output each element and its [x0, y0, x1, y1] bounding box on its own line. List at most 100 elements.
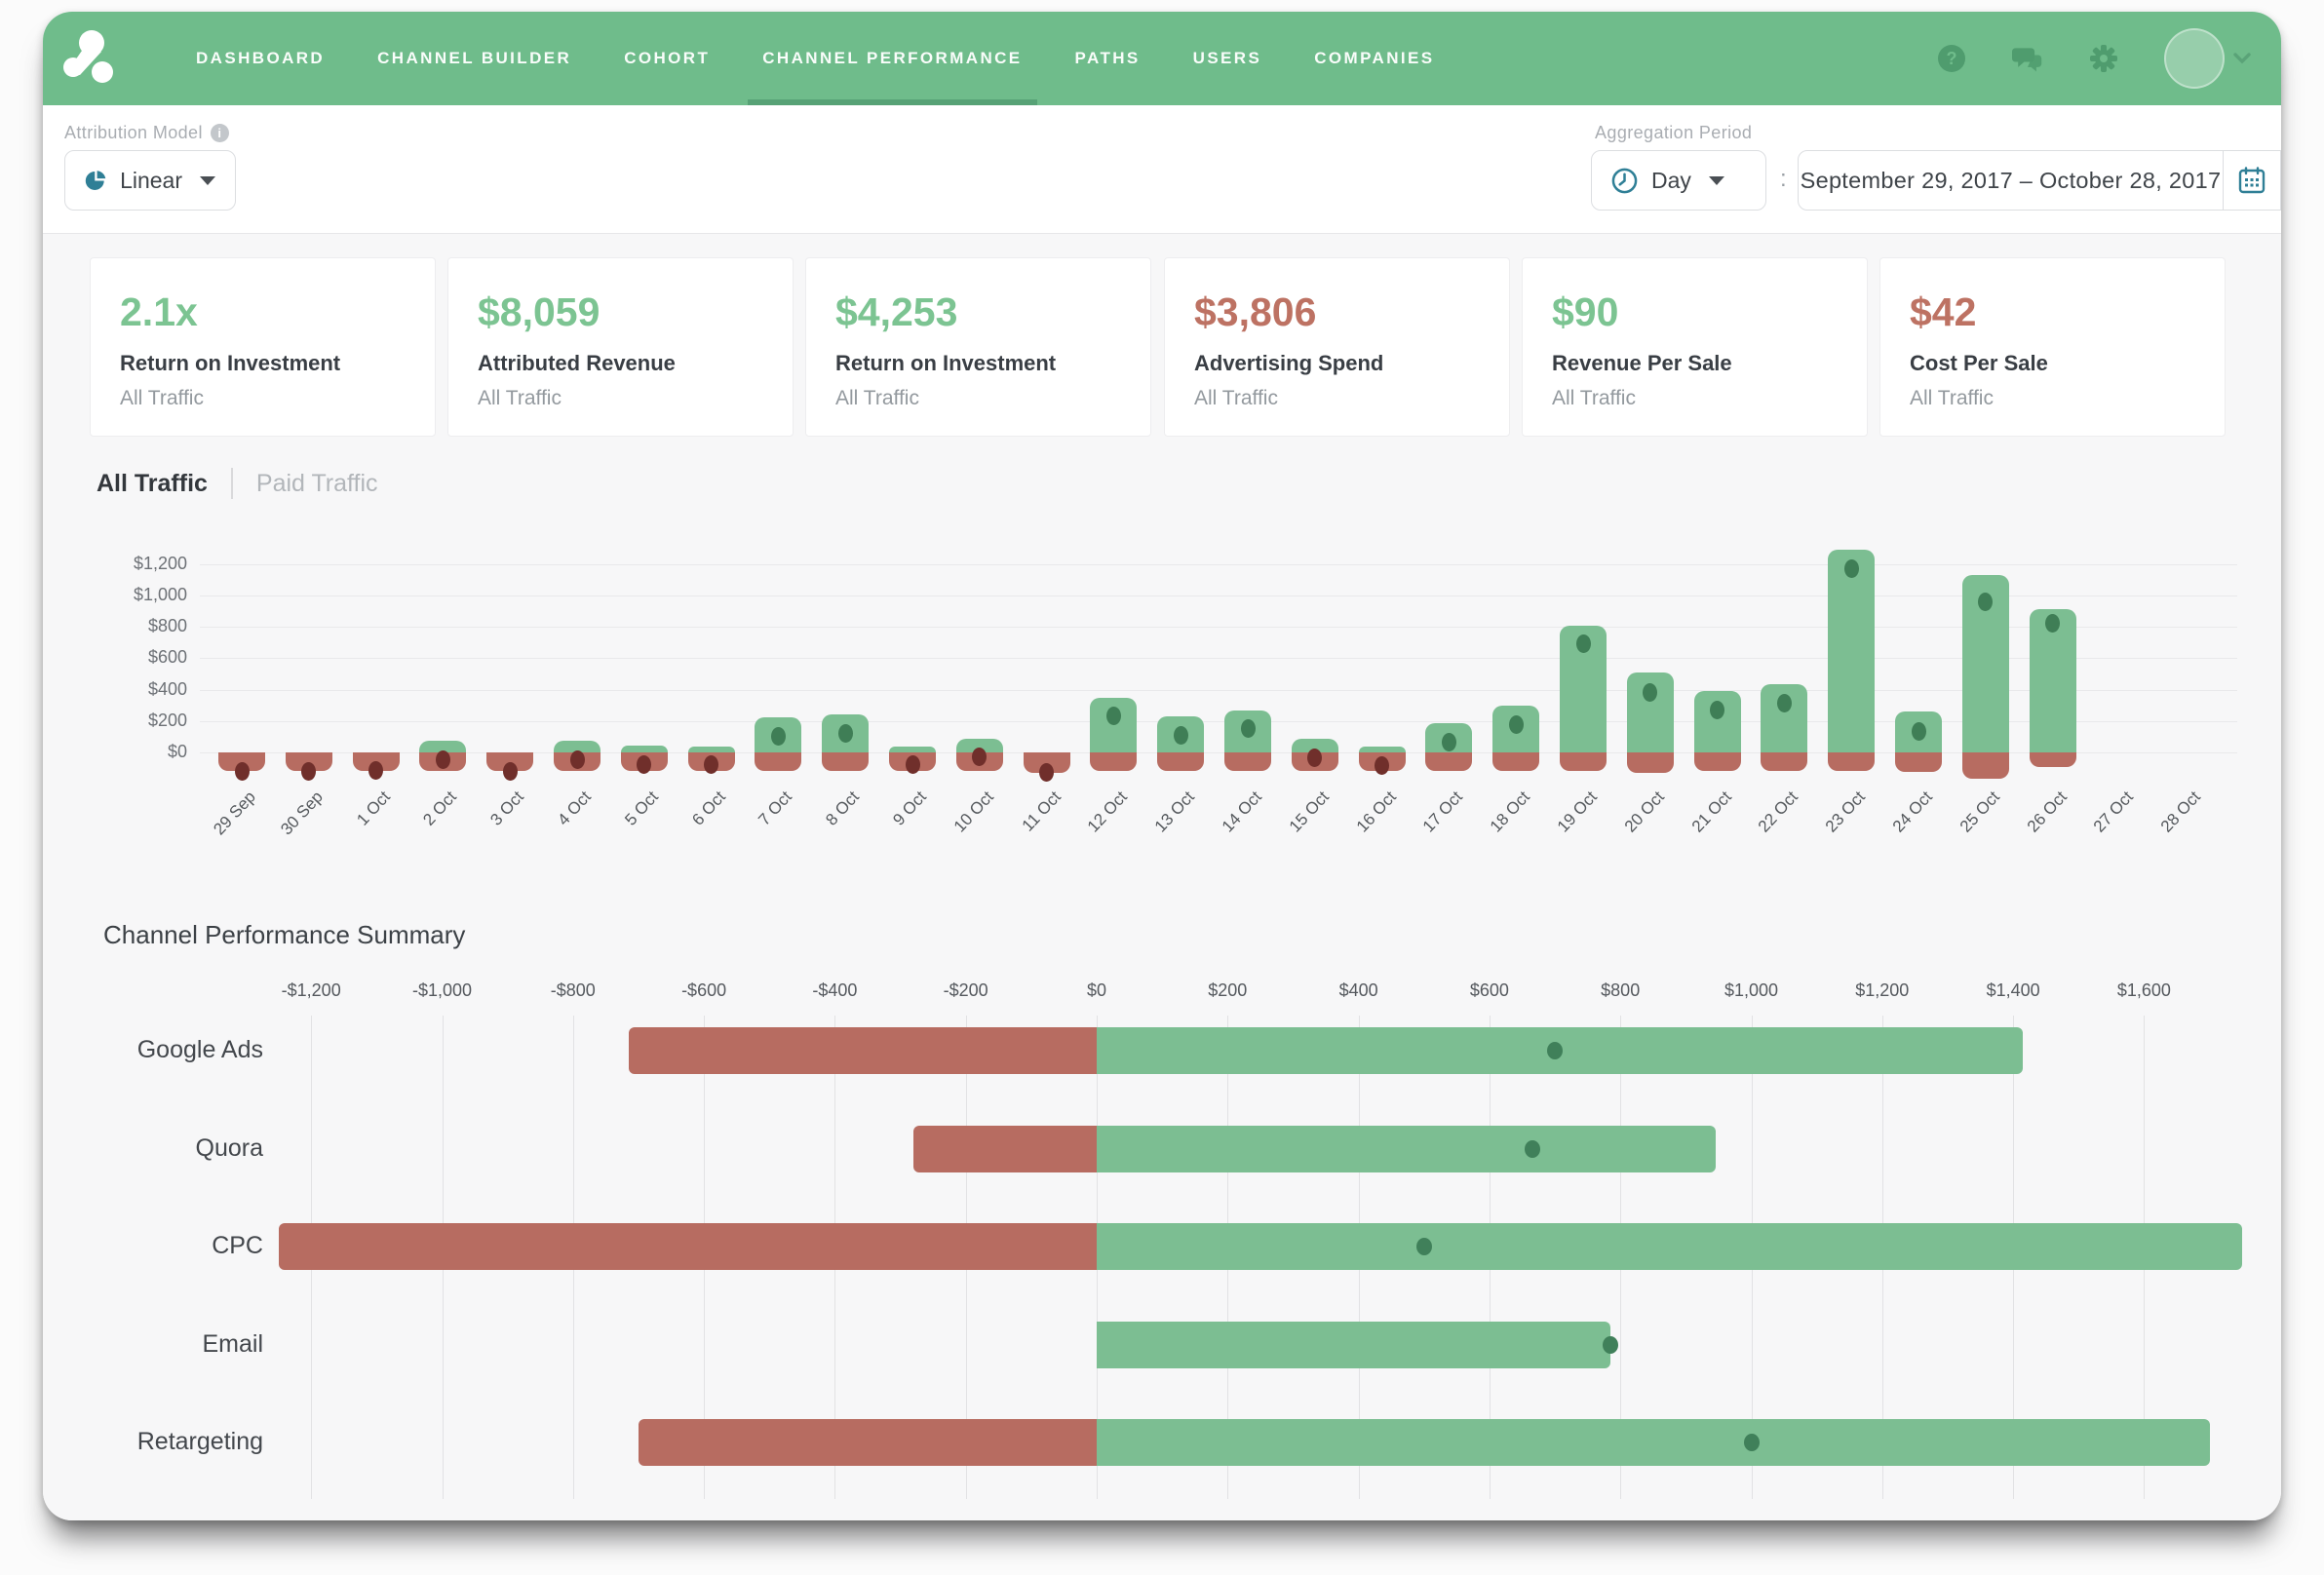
- profit-dot[interactable]: [905, 755, 920, 775]
- daily-bar-revenue[interactable]: [419, 740, 467, 752]
- profit-dot[interactable]: [1743, 1434, 1760, 1452]
- profit-dot[interactable]: [435, 749, 450, 769]
- daily-bar-spend[interactable]: [1560, 752, 1607, 772]
- profit-dot[interactable]: [301, 761, 317, 781]
- x-axis-date-label: 29 Sep: [210, 788, 259, 839]
- daily-bar-spend[interactable]: [1761, 752, 1808, 772]
- summary-bar-revenue[interactable]: [1097, 1125, 1716, 1172]
- profit-dot[interactable]: [1547, 1042, 1564, 1059]
- profit-dot[interactable]: [1710, 701, 1725, 720]
- daily-bar-revenue[interactable]: [2029, 608, 2076, 752]
- daily-bar-spend[interactable]: [1023, 752, 1070, 773]
- daily-bar-revenue[interactable]: [889, 746, 936, 752]
- profit-dot[interactable]: [972, 748, 988, 767]
- settings-gear-icon[interactable]: [2088, 43, 2119, 74]
- calendar-button[interactable]: [2223, 151, 2280, 210]
- attribution-logo-icon[interactable]: [58, 26, 123, 91]
- summary-bar-spend[interactable]: [278, 1223, 1097, 1271]
- daily-bar-spend[interactable]: [1157, 752, 1205, 772]
- profit-dot[interactable]: [1441, 733, 1456, 752]
- content-area: 2.1x Return on Investment All Traffic $8,05…: [43, 234, 2281, 1520]
- profit-dot[interactable]: [837, 724, 853, 744]
- daily-bar-spend[interactable]: [486, 752, 534, 772]
- profit-dot[interactable]: [1508, 714, 1524, 734]
- profit-dot[interactable]: [569, 749, 585, 769]
- profit-dot[interactable]: [1240, 719, 1256, 739]
- profit-dot[interactable]: [1776, 693, 1792, 712]
- profit-dot[interactable]: [2045, 614, 2061, 634]
- daily-bar-spend[interactable]: [1626, 752, 1674, 773]
- daily-bar-revenue[interactable]: [1358, 747, 1406, 752]
- x-axis-date-label: 14 Oct: [1218, 788, 1265, 836]
- summary-bar-revenue[interactable]: [1097, 1223, 2243, 1271]
- daily-bar-spend[interactable]: [1828, 752, 1876, 772]
- daily-bar-spend[interactable]: [1425, 752, 1473, 772]
- attribution-model-select[interactable]: Linear: [64, 150, 236, 211]
- nav-tab-companies[interactable]: COMPANIES: [1314, 49, 1435, 67]
- profit-dot[interactable]: [1643, 683, 1658, 703]
- traffic-tab-all-traffic[interactable]: All Traffic: [97, 469, 208, 497]
- daily-bar-spend[interactable]: [285, 752, 332, 772]
- nav-tab-channel-builder[interactable]: CHANNEL BUILDER: [377, 49, 572, 67]
- profit-dot[interactable]: [502, 761, 518, 781]
- daily-bar-spend[interactable]: [1090, 752, 1138, 772]
- profit-dot[interactable]: [637, 754, 652, 774]
- profit-dot[interactable]: [1911, 721, 1926, 741]
- profit-dot[interactable]: [1375, 756, 1390, 776]
- nav-tab-channel-performance[interactable]: CHANNEL PERFORMANCE: [736, 12, 1048, 105]
- daily-bar-spend[interactable]: [1961, 752, 2009, 780]
- profit-dot[interactable]: [1039, 763, 1055, 783]
- gridline: [200, 720, 2237, 722]
- daily-bar-revenue[interactable]: [1828, 550, 1876, 752]
- summary-bar-spend[interactable]: [628, 1027, 1097, 1074]
- metric-card: $90 Revenue Per Sale All Traffic: [1522, 257, 1868, 437]
- daily-bar-revenue[interactable]: [1291, 739, 1338, 752]
- profit-dot[interactable]: [1173, 725, 1188, 745]
- x-axis-date-label: 6 Oct: [687, 788, 729, 829]
- daily-bar-revenue[interactable]: [620, 745, 668, 752]
- x-axis-date-label: 30 Sep: [277, 788, 327, 839]
- date-range-field[interactable]: September 29, 2017 – October 28, 2017: [1798, 150, 2281, 211]
- daily-bar-revenue[interactable]: [955, 738, 1003, 752]
- daily-bar-spend[interactable]: [822, 752, 870, 772]
- help-icon[interactable]: ?: [1936, 43, 1967, 74]
- summary-bar-revenue[interactable]: [1097, 1419, 2210, 1467]
- profit-dot[interactable]: [1843, 559, 1859, 579]
- profit-dot[interactable]: [1415, 1238, 1432, 1256]
- nav-tab-cohort[interactable]: COHORT: [624, 49, 711, 67]
- nav-tab-dashboard[interactable]: DASHBOARD: [196, 49, 326, 67]
- profit-dot[interactable]: [1603, 1335, 1619, 1354]
- daily-bar-spend[interactable]: [755, 752, 802, 772]
- profit-dot[interactable]: [1524, 1139, 1540, 1158]
- daily-bar-spend[interactable]: [1895, 752, 1942, 773]
- traffic-tabs: All Traffic Paid Traffic: [97, 468, 378, 499]
- profit-dot[interactable]: [1575, 634, 1591, 654]
- nav-tab-paths[interactable]: PATHS: [1074, 49, 1141, 67]
- summary-bar-revenue[interactable]: [1097, 1321, 1611, 1368]
- avatar[interactable]: [2164, 28, 2225, 89]
- profit-dot[interactable]: [704, 754, 719, 774]
- daily-bar-spend[interactable]: [1224, 752, 1271, 772]
- daily-bar-spend[interactable]: [1492, 752, 1540, 772]
- user-menu[interactable]: [2164, 28, 2252, 89]
- profit-dot[interactable]: [1307, 749, 1323, 768]
- profit-dot[interactable]: [770, 726, 786, 746]
- daily-bar-spend[interactable]: [2029, 752, 2076, 768]
- traffic-tab-paid-traffic[interactable]: Paid Traffic: [255, 469, 378, 497]
- daily-bar-revenue[interactable]: [554, 740, 600, 752]
- daily-bar-revenue[interactable]: [687, 746, 735, 752]
- profit-dot[interactable]: [368, 761, 384, 780]
- profit-dot[interactable]: [1105, 707, 1121, 726]
- summary-bar-spend[interactable]: [638, 1419, 1097, 1467]
- daily-bar-spend[interactable]: [218, 752, 265, 772]
- summary-bar-spend[interactable]: [912, 1125, 1097, 1172]
- chat-icon[interactable]: [2012, 43, 2043, 74]
- info-icon[interactable]: i: [210, 124, 229, 142]
- profit-dot[interactable]: [234, 761, 250, 781]
- profit-dot[interactable]: [1978, 592, 1994, 611]
- x-axis-tick-label: -$1,000: [411, 980, 473, 1000]
- aggregation-period-select[interactable]: Day: [1591, 150, 1766, 211]
- nav-tab-users[interactable]: USERS: [1192, 49, 1262, 67]
- metric-label: Advertising Spend: [1194, 351, 1384, 375]
- daily-bar-spend[interactable]: [1693, 752, 1741, 772]
